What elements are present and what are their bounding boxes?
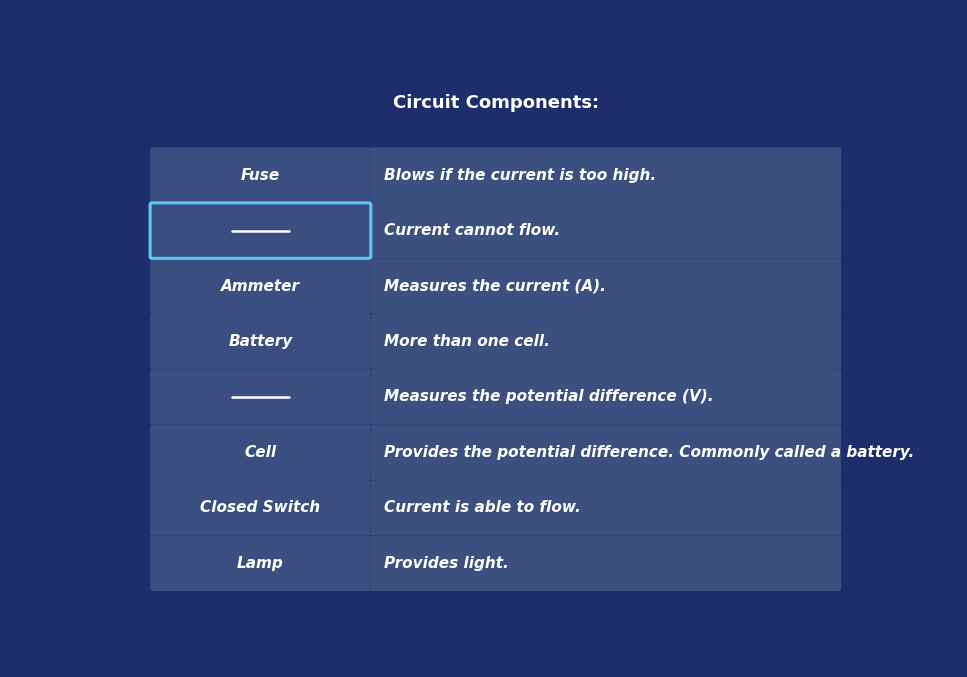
FancyBboxPatch shape bbox=[370, 536, 841, 591]
FancyBboxPatch shape bbox=[370, 369, 841, 424]
FancyBboxPatch shape bbox=[370, 424, 841, 480]
FancyBboxPatch shape bbox=[150, 480, 370, 536]
Text: Provides light.: Provides light. bbox=[384, 556, 509, 571]
Text: Current is able to flow.: Current is able to flow. bbox=[384, 500, 581, 515]
FancyBboxPatch shape bbox=[150, 203, 370, 259]
Text: Closed Switch: Closed Switch bbox=[200, 500, 320, 515]
FancyBboxPatch shape bbox=[370, 480, 841, 536]
FancyBboxPatch shape bbox=[150, 424, 370, 480]
FancyBboxPatch shape bbox=[150, 148, 370, 203]
Text: Current cannot flow.: Current cannot flow. bbox=[384, 223, 561, 238]
Text: Provides the potential difference. Commonly called a battery.: Provides the potential difference. Commo… bbox=[384, 445, 915, 460]
Text: More than one cell.: More than one cell. bbox=[384, 334, 550, 349]
Text: Blows if the current is too high.: Blows if the current is too high. bbox=[384, 168, 657, 183]
Text: Battery: Battery bbox=[228, 334, 293, 349]
FancyBboxPatch shape bbox=[150, 369, 370, 424]
FancyBboxPatch shape bbox=[370, 203, 841, 259]
FancyBboxPatch shape bbox=[370, 314, 841, 369]
Text: Fuse: Fuse bbox=[241, 168, 280, 183]
Text: Circuit Components:: Circuit Components: bbox=[393, 94, 599, 112]
Text: Measures the potential difference (V).: Measures the potential difference (V). bbox=[384, 389, 714, 404]
FancyBboxPatch shape bbox=[150, 314, 370, 369]
Text: Measures the current (A).: Measures the current (A). bbox=[384, 278, 606, 294]
Text: Lamp: Lamp bbox=[237, 556, 284, 571]
FancyBboxPatch shape bbox=[370, 148, 841, 203]
FancyBboxPatch shape bbox=[150, 259, 370, 314]
Text: Cell: Cell bbox=[245, 445, 277, 460]
FancyBboxPatch shape bbox=[370, 259, 841, 314]
Text: Ammeter: Ammeter bbox=[221, 278, 300, 294]
FancyBboxPatch shape bbox=[150, 536, 370, 591]
